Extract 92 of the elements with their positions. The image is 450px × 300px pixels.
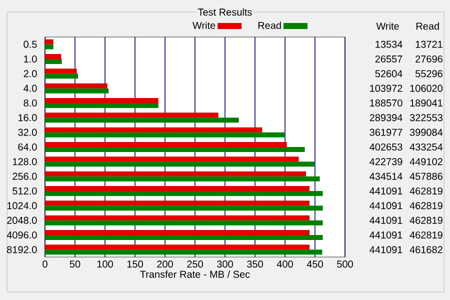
text: Read bbox=[416, 22, 439, 30]
y-tick-label: 1.0 bbox=[24, 55, 37, 63]
bar bbox=[45, 83, 108, 88]
y-tick-label: 256.0 bbox=[12, 172, 37, 180]
text: 441091 bbox=[370, 231, 402, 239]
text: 361977 bbox=[370, 128, 402, 136]
bar bbox=[45, 235, 323, 240]
x-tick-label: 200 bbox=[157, 260, 173, 268]
text: 189041 bbox=[410, 99, 442, 107]
x-tick-label: 300 bbox=[217, 260, 233, 268]
bar bbox=[45, 103, 158, 108]
x-tick-label: 500 bbox=[337, 260, 353, 268]
bar bbox=[45, 98, 158, 103]
y-tick-label: 64.0 bbox=[18, 143, 37, 151]
x-tick-label: 400 bbox=[276, 260, 293, 268]
y-tick-label: 2048.0 bbox=[7, 216, 37, 224]
text: 103972 bbox=[370, 84, 402, 92]
y-tick-label: 512.0 bbox=[12, 187, 37, 195]
bar bbox=[45, 68, 77, 74]
text: 26557 bbox=[375, 55, 402, 63]
bar bbox=[45, 132, 284, 138]
y-tick-label: 8.0 bbox=[24, 99, 37, 107]
text: 27696 bbox=[416, 55, 442, 63]
text: 106020 bbox=[410, 84, 442, 92]
text: 188570 bbox=[370, 99, 402, 107]
text: 322553 bbox=[410, 114, 442, 122]
bar bbox=[45, 54, 62, 59]
bar bbox=[45, 176, 320, 182]
bar bbox=[45, 147, 305, 152]
text: 441091 bbox=[370, 216, 402, 224]
bar bbox=[45, 59, 62, 64]
bar bbox=[45, 244, 310, 250]
bar bbox=[45, 44, 54, 50]
bar bbox=[45, 88, 109, 94]
bar bbox=[45, 230, 310, 235]
legend-label: Write bbox=[192, 22, 216, 29]
text: 13721 bbox=[416, 40, 442, 48]
text: 449102 bbox=[410, 158, 442, 166]
bar bbox=[45, 39, 54, 44]
x-axis-title: Transfer Rate - MB / Sec bbox=[140, 270, 250, 278]
bar bbox=[45, 142, 287, 147]
bar bbox=[45, 127, 262, 132]
bar bbox=[45, 186, 310, 191]
y-tick-label: 128.0 bbox=[12, 158, 37, 166]
bar bbox=[45, 220, 323, 226]
x-tick-label: 50 bbox=[70, 260, 80, 268]
text: 402653 bbox=[370, 143, 402, 151]
text: 441091 bbox=[370, 202, 402, 210]
y-tick-label: 4096.0 bbox=[6, 231, 37, 239]
text: 441091 bbox=[370, 246, 402, 254]
text: 422739 bbox=[370, 158, 402, 166]
y-tick-label: 2.0 bbox=[24, 70, 37, 78]
bar bbox=[45, 200, 310, 206]
y-tick-label: 16.0 bbox=[18, 114, 37, 122]
bar bbox=[45, 171, 306, 176]
y-tick-label: 1024.0 bbox=[7, 202, 37, 210]
x-tick-label: 0 bbox=[42, 260, 48, 268]
bar bbox=[45, 215, 310, 220]
bar bbox=[45, 250, 322, 255]
x-tick-label: 250 bbox=[187, 260, 203, 268]
text: 441091 bbox=[370, 187, 402, 195]
y-tick-label: 8192.0 bbox=[7, 246, 37, 254]
bar bbox=[45, 74, 78, 79]
text: 462819 bbox=[410, 202, 442, 210]
text: 13534 bbox=[376, 40, 402, 48]
text: 433254 bbox=[410, 143, 443, 151]
bar bbox=[45, 162, 314, 167]
bar bbox=[45, 206, 323, 211]
text: 462819 bbox=[410, 231, 442, 239]
bar bbox=[45, 191, 323, 196]
x-tick-label: 350 bbox=[247, 260, 263, 268]
y-tick-label: 0.5 bbox=[24, 40, 37, 48]
y-tick-label: 32.0 bbox=[18, 128, 37, 136]
bar bbox=[45, 156, 299, 162]
text: 399084 bbox=[410, 128, 443, 136]
text: 457886 bbox=[410, 172, 442, 180]
y-tick-label: 4.0 bbox=[24, 84, 37, 92]
x-tick-label: 100 bbox=[97, 260, 113, 268]
text: 289394 bbox=[370, 114, 402, 122]
text: 55296 bbox=[415, 70, 442, 78]
legend-label: Read bbox=[258, 22, 281, 29]
text: 434514 bbox=[370, 172, 402, 180]
bar bbox=[45, 112, 218, 118]
x-tick-label: 450 bbox=[306, 260, 323, 268]
text: Write bbox=[376, 22, 399, 30]
x-tick-label: 150 bbox=[127, 260, 143, 268]
text: 461682 bbox=[410, 246, 442, 254]
chart-title: Test Results bbox=[198, 8, 252, 16]
text: 52604 bbox=[375, 70, 402, 78]
bar bbox=[45, 118, 239, 123]
text: 462819 bbox=[410, 216, 442, 224]
text: 462819 bbox=[410, 187, 442, 195]
